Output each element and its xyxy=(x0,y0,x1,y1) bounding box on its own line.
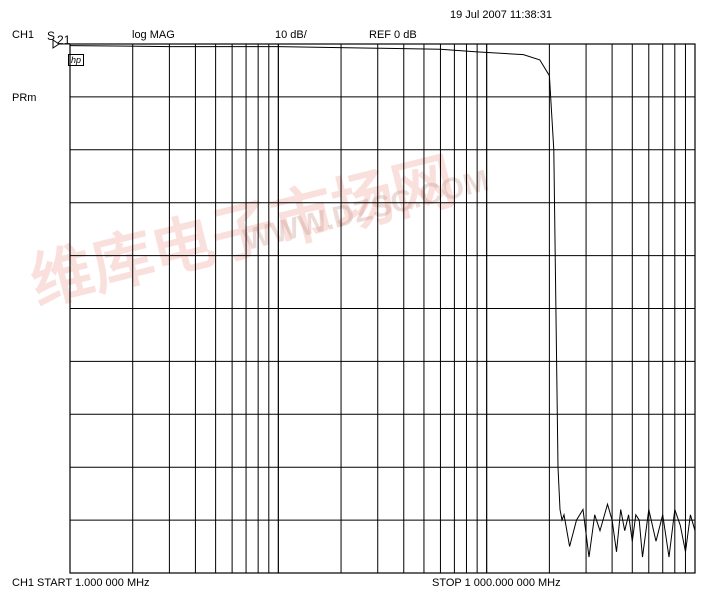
parameter-name: S xyxy=(47,29,56,43)
reference-marker xyxy=(52,39,60,49)
start-frequency-label: CH1 START 1.000 000 MHz xyxy=(12,577,150,589)
reference-label: REF 0 dB xyxy=(369,29,417,41)
format-label: log MAG xyxy=(132,29,175,41)
channel-label: CH1 xyxy=(12,29,35,41)
trace-line xyxy=(69,45,696,558)
parameter-subscript: 21 xyxy=(57,33,71,47)
parameter-label: S 21 xyxy=(47,29,70,46)
scale-label: 10 dB/ xyxy=(275,29,307,41)
stop-frequency-label: STOP 1 000.000 000 MHz xyxy=(432,577,561,589)
hp-logo: hp xyxy=(68,54,85,66)
timestamp: 19 Jul 2007 11:38:31 xyxy=(450,9,552,21)
side-label: PRm xyxy=(12,92,37,104)
